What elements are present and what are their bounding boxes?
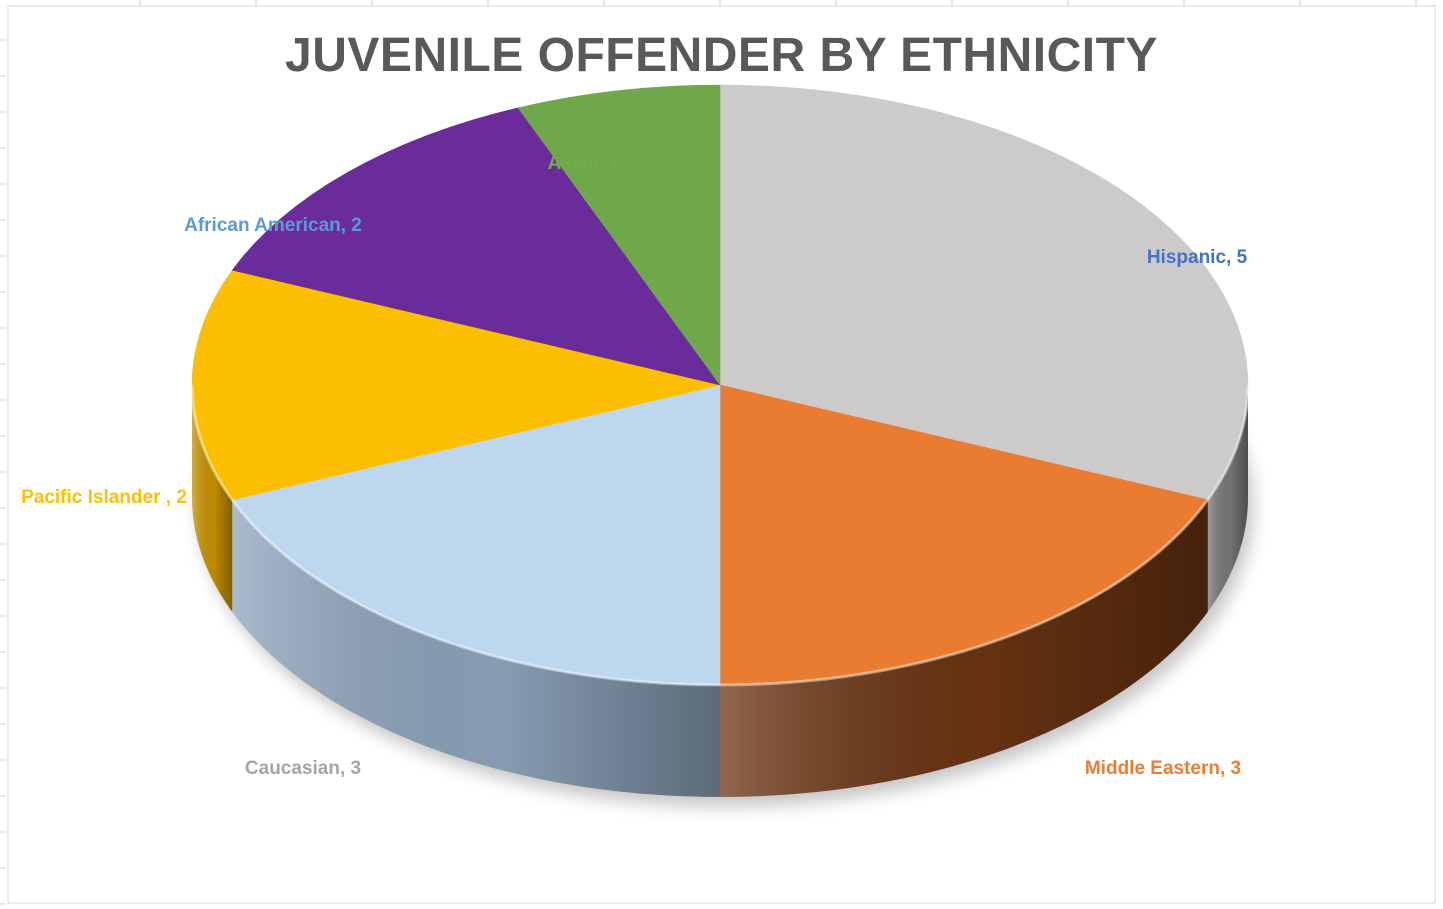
data-label-african-american: African American, 2 [184,215,362,236]
pie-side-shade [232,499,721,797]
pie-slice-middle-eastern [719,384,1209,686]
pie-slice-hispanic [719,84,1249,501]
pie-rim-highlight [190,384,1250,687]
data-label-hispanic: Hispanic, 5 [1147,247,1248,268]
data-label-middle-eastern: Middle Eastern, 3 [1085,758,1241,779]
chart-title: JUVENILE OFFENDER BY ETHNICITY [285,29,1158,82]
data-label-pacific-islander: Pacific Islander , 2 [21,487,187,508]
pie-slice-caucasian [231,384,721,686]
data-label-asian: Asian, 1 [548,153,621,174]
pie-slice-pacific-islander [191,269,721,501]
pie-side-shade [720,499,1208,797]
pie-side-shade [1207,385,1248,612]
data-label-caucasian: Caucasian, 3 [245,758,361,779]
pie-side-shade [192,385,233,612]
pie-slice-asian [517,84,721,386]
pie-slice-african-american [231,107,721,386]
